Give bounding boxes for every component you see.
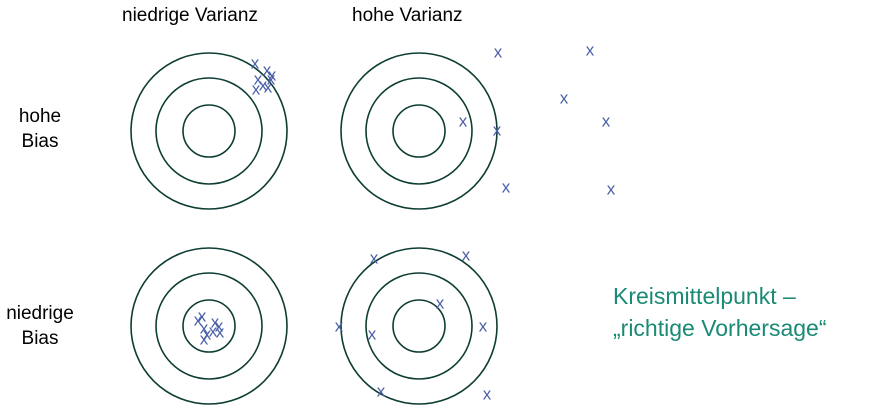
prediction-mark: x [264, 78, 273, 97]
prediction-mark: x [216, 323, 225, 342]
target-ring-1 [340, 52, 498, 210]
prediction-mark: x [370, 249, 379, 268]
prediction-mark: x [194, 311, 203, 330]
prediction-mark: x [252, 80, 261, 99]
target-high-bias-high-variance: x x x x x x x x [340, 41, 616, 210]
prediction-mark: x [377, 382, 386, 401]
prediction-mark: x [494, 43, 503, 62]
prediction-mark: x [462, 246, 471, 265]
prediction-mark: x [254, 70, 263, 89]
target-ring-2 [365, 77, 473, 185]
row-label-low-bias-line1: niedrige [6, 303, 74, 324]
target-low-bias-high-variance: x x x x x x x x [335, 246, 498, 405]
center-caption: Kreismittelpunkt – „richtige Vorhersage“ [613, 280, 827, 344]
center-caption-line1: Kreismittelpunkt – [613, 283, 796, 309]
row-label-high-bias: hohe Bias [10, 105, 70, 154]
prediction-mark: x [267, 70, 276, 89]
target-low-bias-low-variance: x xx xxx xxx [130, 247, 288, 405]
prediction-mark: x [479, 317, 488, 336]
target-ring-1 [340, 247, 498, 405]
target-ring-3 [392, 299, 446, 353]
target-ring-1 [130, 52, 288, 210]
row-label-low-bias: niedrige Bias [0, 302, 80, 351]
target-ring-3 [182, 104, 236, 158]
prediction-mark: x [436, 294, 445, 313]
target-high-bias-low-variance: x xx xxx xx [130, 52, 288, 210]
prediction-mark: x [263, 61, 272, 80]
prediction-mark: x [209, 322, 218, 341]
prediction-mark: x [335, 317, 344, 336]
row-label-high-bias-line1: hohe [18, 106, 62, 127]
prediction-mark: x [459, 112, 468, 131]
prediction-mark: x [211, 313, 220, 332]
prediction-mark: x [251, 54, 260, 73]
target-ring-2 [155, 272, 263, 380]
prediction-mark: x [502, 178, 511, 197]
prediction-mark: x [215, 317, 224, 336]
prediction-mark: x [586, 41, 595, 60]
prediction-mark: x [483, 385, 492, 404]
prediction-mark: x [268, 66, 277, 85]
prediction-mark: x [203, 325, 212, 344]
target-ring-2 [365, 272, 473, 380]
target-ring-3 [182, 299, 236, 353]
prediction-mark: x [602, 112, 611, 131]
row-label-low-bias-line2: Bias [21, 327, 59, 349]
prediction-mark: x [200, 319, 209, 338]
center-caption-line2: „richtige Vorhersage“ [613, 315, 827, 342]
column-label-low-variance: niedrige Varianz [122, 5, 258, 26]
target-ring-1 [130, 247, 288, 405]
prediction-mark: x [198, 307, 207, 326]
prediction-mark: x [259, 76, 268, 95]
prediction-mark: x [493, 121, 502, 140]
prediction-mark: x [200, 330, 209, 349]
row-label-high-bias-line2: Bias [21, 130, 59, 152]
prediction-mark: x [560, 89, 569, 108]
column-label-high-variance: hohe Varianz [352, 5, 463, 26]
prediction-mark: x [607, 180, 616, 199]
prediction-mark: x [368, 325, 377, 344]
target-ring-3 [392, 104, 446, 158]
target-ring-2 [155, 77, 263, 185]
